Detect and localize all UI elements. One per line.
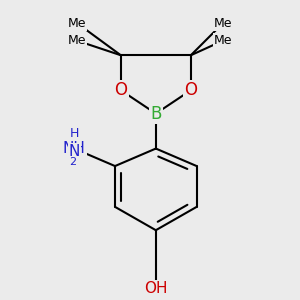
Text: NH: NH: [63, 141, 85, 156]
Text: B: B: [150, 105, 161, 123]
Text: Me: Me: [68, 17, 86, 30]
Text: Me: Me: [214, 17, 232, 30]
Text: N: N: [68, 144, 80, 159]
Text: H: H: [70, 128, 79, 140]
Text: O: O: [114, 81, 127, 99]
Text: O: O: [184, 81, 197, 99]
Text: 2: 2: [69, 157, 76, 167]
Text: OH: OH: [144, 281, 168, 296]
Text: Me: Me: [68, 34, 86, 47]
Text: Me: Me: [214, 34, 232, 47]
